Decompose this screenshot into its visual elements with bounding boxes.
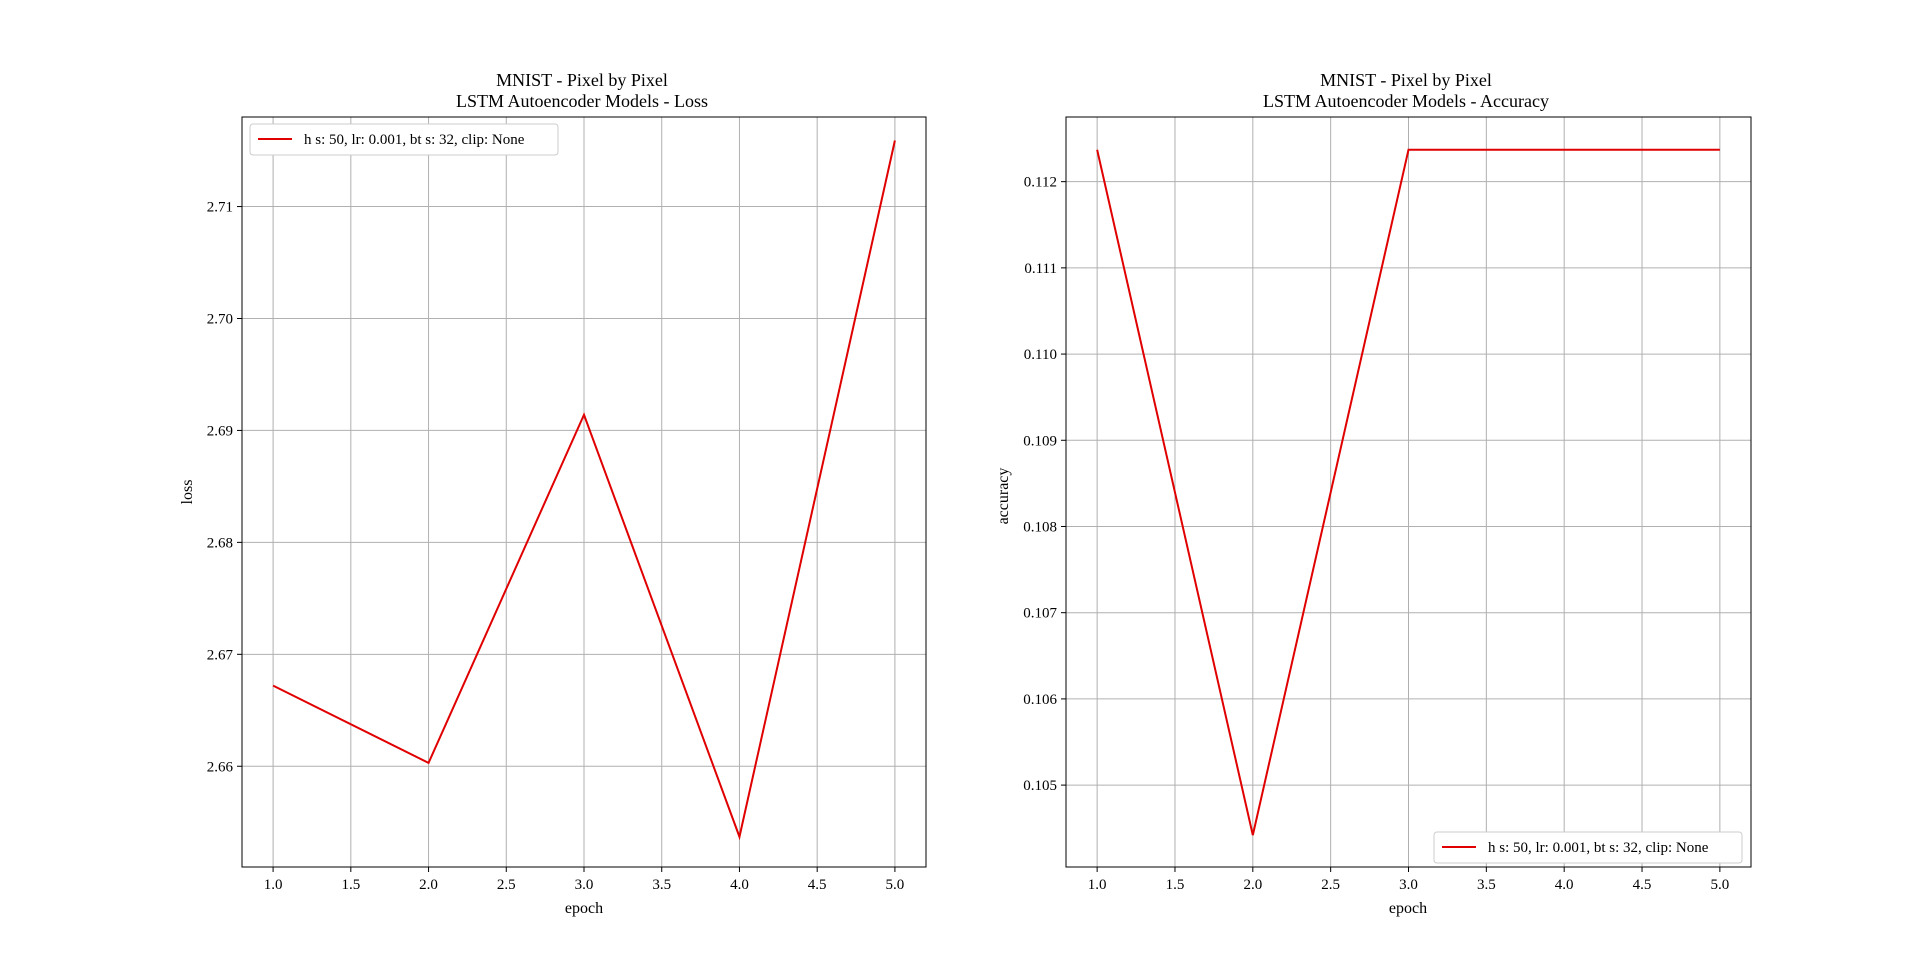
accuracy-chart-x-tick-label: 3.5 — [1477, 877, 1496, 893]
loss-chart-y-tick-label: 2.68 — [207, 535, 233, 551]
loss-chart-y-tick-label: 2.66 — [207, 759, 234, 775]
accuracy-chart-y-tick-label: 0.108 — [1023, 519, 1057, 535]
loss-chart-legend: h s: 50, lr: 0.001, bt s: 32, clip: None — [249, 123, 559, 156]
accuracy-chart-title-line1: MNIST - Pixel by Pixel — [1320, 70, 1492, 90]
accuracy-chart-gridlines — [1066, 117, 1751, 867]
loss-chart-x-tick-label: 3.0 — [575, 877, 594, 893]
loss-chart-x-tick-label: 3.5 — [652, 877, 671, 893]
accuracy-chart-legend: h s: 50, lr: 0.001, bt s: 32, clip: None — [1433, 831, 1743, 864]
loss-chart-series-line — [272, 140, 896, 841]
loss-chart-y-tick-label: 2.69 — [207, 423, 233, 439]
loss-chart-legend-label: h s: 50, lr: 0.001, bt s: 32, clip: None — [304, 132, 525, 148]
loss-chart-series — [272, 140, 896, 841]
loss-chart-title-line1: MNIST - Pixel by Pixel — [496, 70, 668, 90]
loss-chart-x-tick-label: 4.5 — [808, 877, 827, 893]
accuracy-chart-x-axis-label: epoch — [1389, 900, 1427, 917]
accuracy-chart-y-axis-label: accuracy — [995, 468, 1012, 525]
accuracy-chart-x-tick-label: 1.5 — [1166, 877, 1185, 893]
accuracy-chart-y-tick-label: 0.105 — [1023, 778, 1057, 794]
loss-chart-x-tick-label: 4.0 — [730, 877, 749, 893]
accuracy-chart-series — [1096, 148, 1720, 836]
accuracy-chart-ticks: 1.0 1.5 2.0 2.5 3.0 3.5 4.0 4.5 5.0 0.105 0.106 0.1… — [1023, 175, 1729, 893]
loss-chart-y-tick-label: 2.70 — [207, 311, 233, 327]
accuracy-chart: MNIST - Pixel by Pixel LSTM Autoencoder … — [995, 70, 1752, 917]
accuracy-chart-title-line2: LSTM Autoencoder Models - Accuracy — [1263, 91, 1549, 111]
loss-chart-legend-box — [249, 123, 559, 156]
loss-chart-x-tick-label: 2.5 — [497, 877, 516, 893]
accuracy-chart-x-tick-label: 4.0 — [1555, 877, 1574, 893]
loss-chart: MNIST - Pixel by Pixel LSTM Autoencoder … — [179, 70, 927, 917]
loss-chart-y-tick-label: 2.67 — [207, 647, 234, 663]
loss-chart-x-axis-label: epoch — [565, 900, 603, 917]
accuracy-chart-y-tick-label: 0.112 — [1024, 175, 1057, 191]
accuracy-chart-y-tick-label: 0.109 — [1023, 433, 1057, 449]
loss-chart-x-tick-label: 2.0 — [419, 877, 438, 893]
accuracy-chart-x-tick-label: 3.0 — [1399, 877, 1418, 893]
loss-chart-y-axis-label: loss — [179, 480, 196, 505]
accuracy-chart-y-tick-label: 0.106 — [1023, 692, 1057, 708]
loss-chart-x-tick-label: 1.5 — [341, 877, 360, 893]
accuracy-chart-x-tick-label: 5.0 — [1710, 877, 1729, 893]
accuracy-chart-y-tick-label: 0.110 — [1024, 347, 1057, 363]
loss-chart-y-tick-label: 2.71 — [207, 200, 233, 216]
accuracy-chart-x-tick-label: 2.0 — [1243, 877, 1262, 893]
accuracy-chart-legend-label: h s: 50, lr: 0.001, bt s: 32, clip: None — [1488, 840, 1709, 856]
accuracy-chart-x-tick-label: 2.5 — [1321, 877, 1340, 893]
accuracy-chart-x-tick-label: 1.0 — [1088, 877, 1107, 893]
accuracy-chart-legend-box — [1433, 831, 1743, 864]
loss-chart-x-tick-label: 1.0 — [264, 877, 283, 893]
accuracy-chart-y-tick-label: 0.107 — [1023, 606, 1057, 622]
accuracy-chart-x-tick-label: 4.5 — [1633, 877, 1652, 893]
loss-chart-ticks: 1.0 1.5 2.0 2.5 3.0 3.5 4.0 4.5 5.0 2.66 2.67 2.68 2… — [207, 200, 905, 893]
accuracy-chart-series-line — [1096, 148, 1720, 836]
loss-chart-x-tick-label: 5.0 — [886, 877, 905, 893]
accuracy-chart-y-tick-label: 0.111 — [1024, 261, 1057, 277]
loss-chart-title-line2: LSTM Autoencoder Models - Loss — [456, 91, 708, 111]
